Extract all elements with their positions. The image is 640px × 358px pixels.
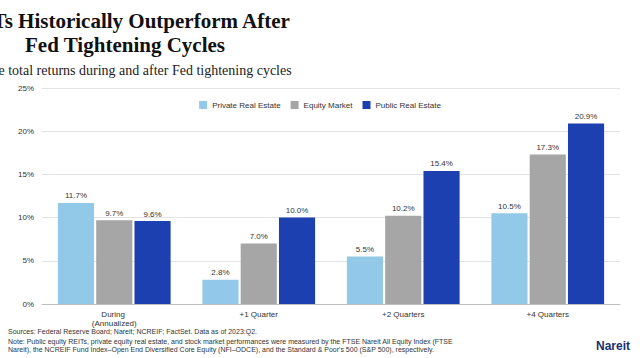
- svg-text:15%: 15%: [18, 170, 34, 179]
- svg-text:9.6%: 9.6%: [143, 210, 161, 219]
- svg-text:Private Real Estate: Private Real Estate: [212, 101, 281, 110]
- svg-text:10.5%: 10.5%: [498, 202, 521, 211]
- svg-text:Equity Market: Equity Market: [304, 101, 354, 110]
- svg-text:Note: Public equity REITs, pri: Note: Public equity REITs, private equit…: [8, 338, 455, 346]
- svg-text:(Annualized): (Annualized): [92, 319, 137, 328]
- svg-text:Sources: Federal Reserve Board: Sources: Federal Reserve Board; Nareit; …: [8, 328, 257, 336]
- svg-text:REITs Historically Outperform: REITs Historically Outperform After: [0, 9, 295, 33]
- svg-text:5.5%: 5.5%: [356, 245, 374, 254]
- svg-text:Nareit), the NCREIF Fund Index: Nareit), the NCREIF Fund Index–Open End …: [8, 346, 434, 354]
- svg-text:Fed Tightening Cycles: Fed Tightening Cycles: [25, 33, 225, 57]
- svg-text:10.2%: 10.2%: [392, 204, 415, 213]
- svg-text:Nareit: Nareit: [596, 339, 630, 353]
- svg-text:10.0%: 10.0%: [286, 206, 309, 215]
- svg-text:Public Real Estate: Public Real Estate: [376, 101, 442, 110]
- svg-text:17.3%: 17.3%: [536, 143, 559, 152]
- svg-text:20.9%: 20.9%: [575, 112, 598, 121]
- svg-text:5%: 5%: [22, 256, 34, 265]
- svg-text:+1 Quarter: +1 Quarter: [240, 310, 279, 319]
- svg-text:+4 Quarters: +4 Quarters: [527, 310, 569, 319]
- svg-text:15.4%: 15.4%: [430, 159, 453, 168]
- svg-text:Average total returns during a: Average total returns during and after F…: [0, 63, 292, 78]
- svg-text:7.0%: 7.0%: [250, 232, 268, 241]
- svg-text:11.7%: 11.7%: [65, 191, 87, 200]
- svg-text:20%: 20%: [18, 127, 34, 136]
- svg-text:0%: 0%: [22, 300, 34, 309]
- svg-text:2.8%: 2.8%: [211, 268, 229, 277]
- svg-text:10%: 10%: [18, 213, 34, 222]
- svg-text:9.7%: 9.7%: [105, 209, 123, 218]
- svg-text:During: During: [101, 310, 127, 319]
- svg-text:+2 Quarters: +2 Quarters: [382, 310, 424, 319]
- svg-text:25%: 25%: [18, 84, 34, 93]
